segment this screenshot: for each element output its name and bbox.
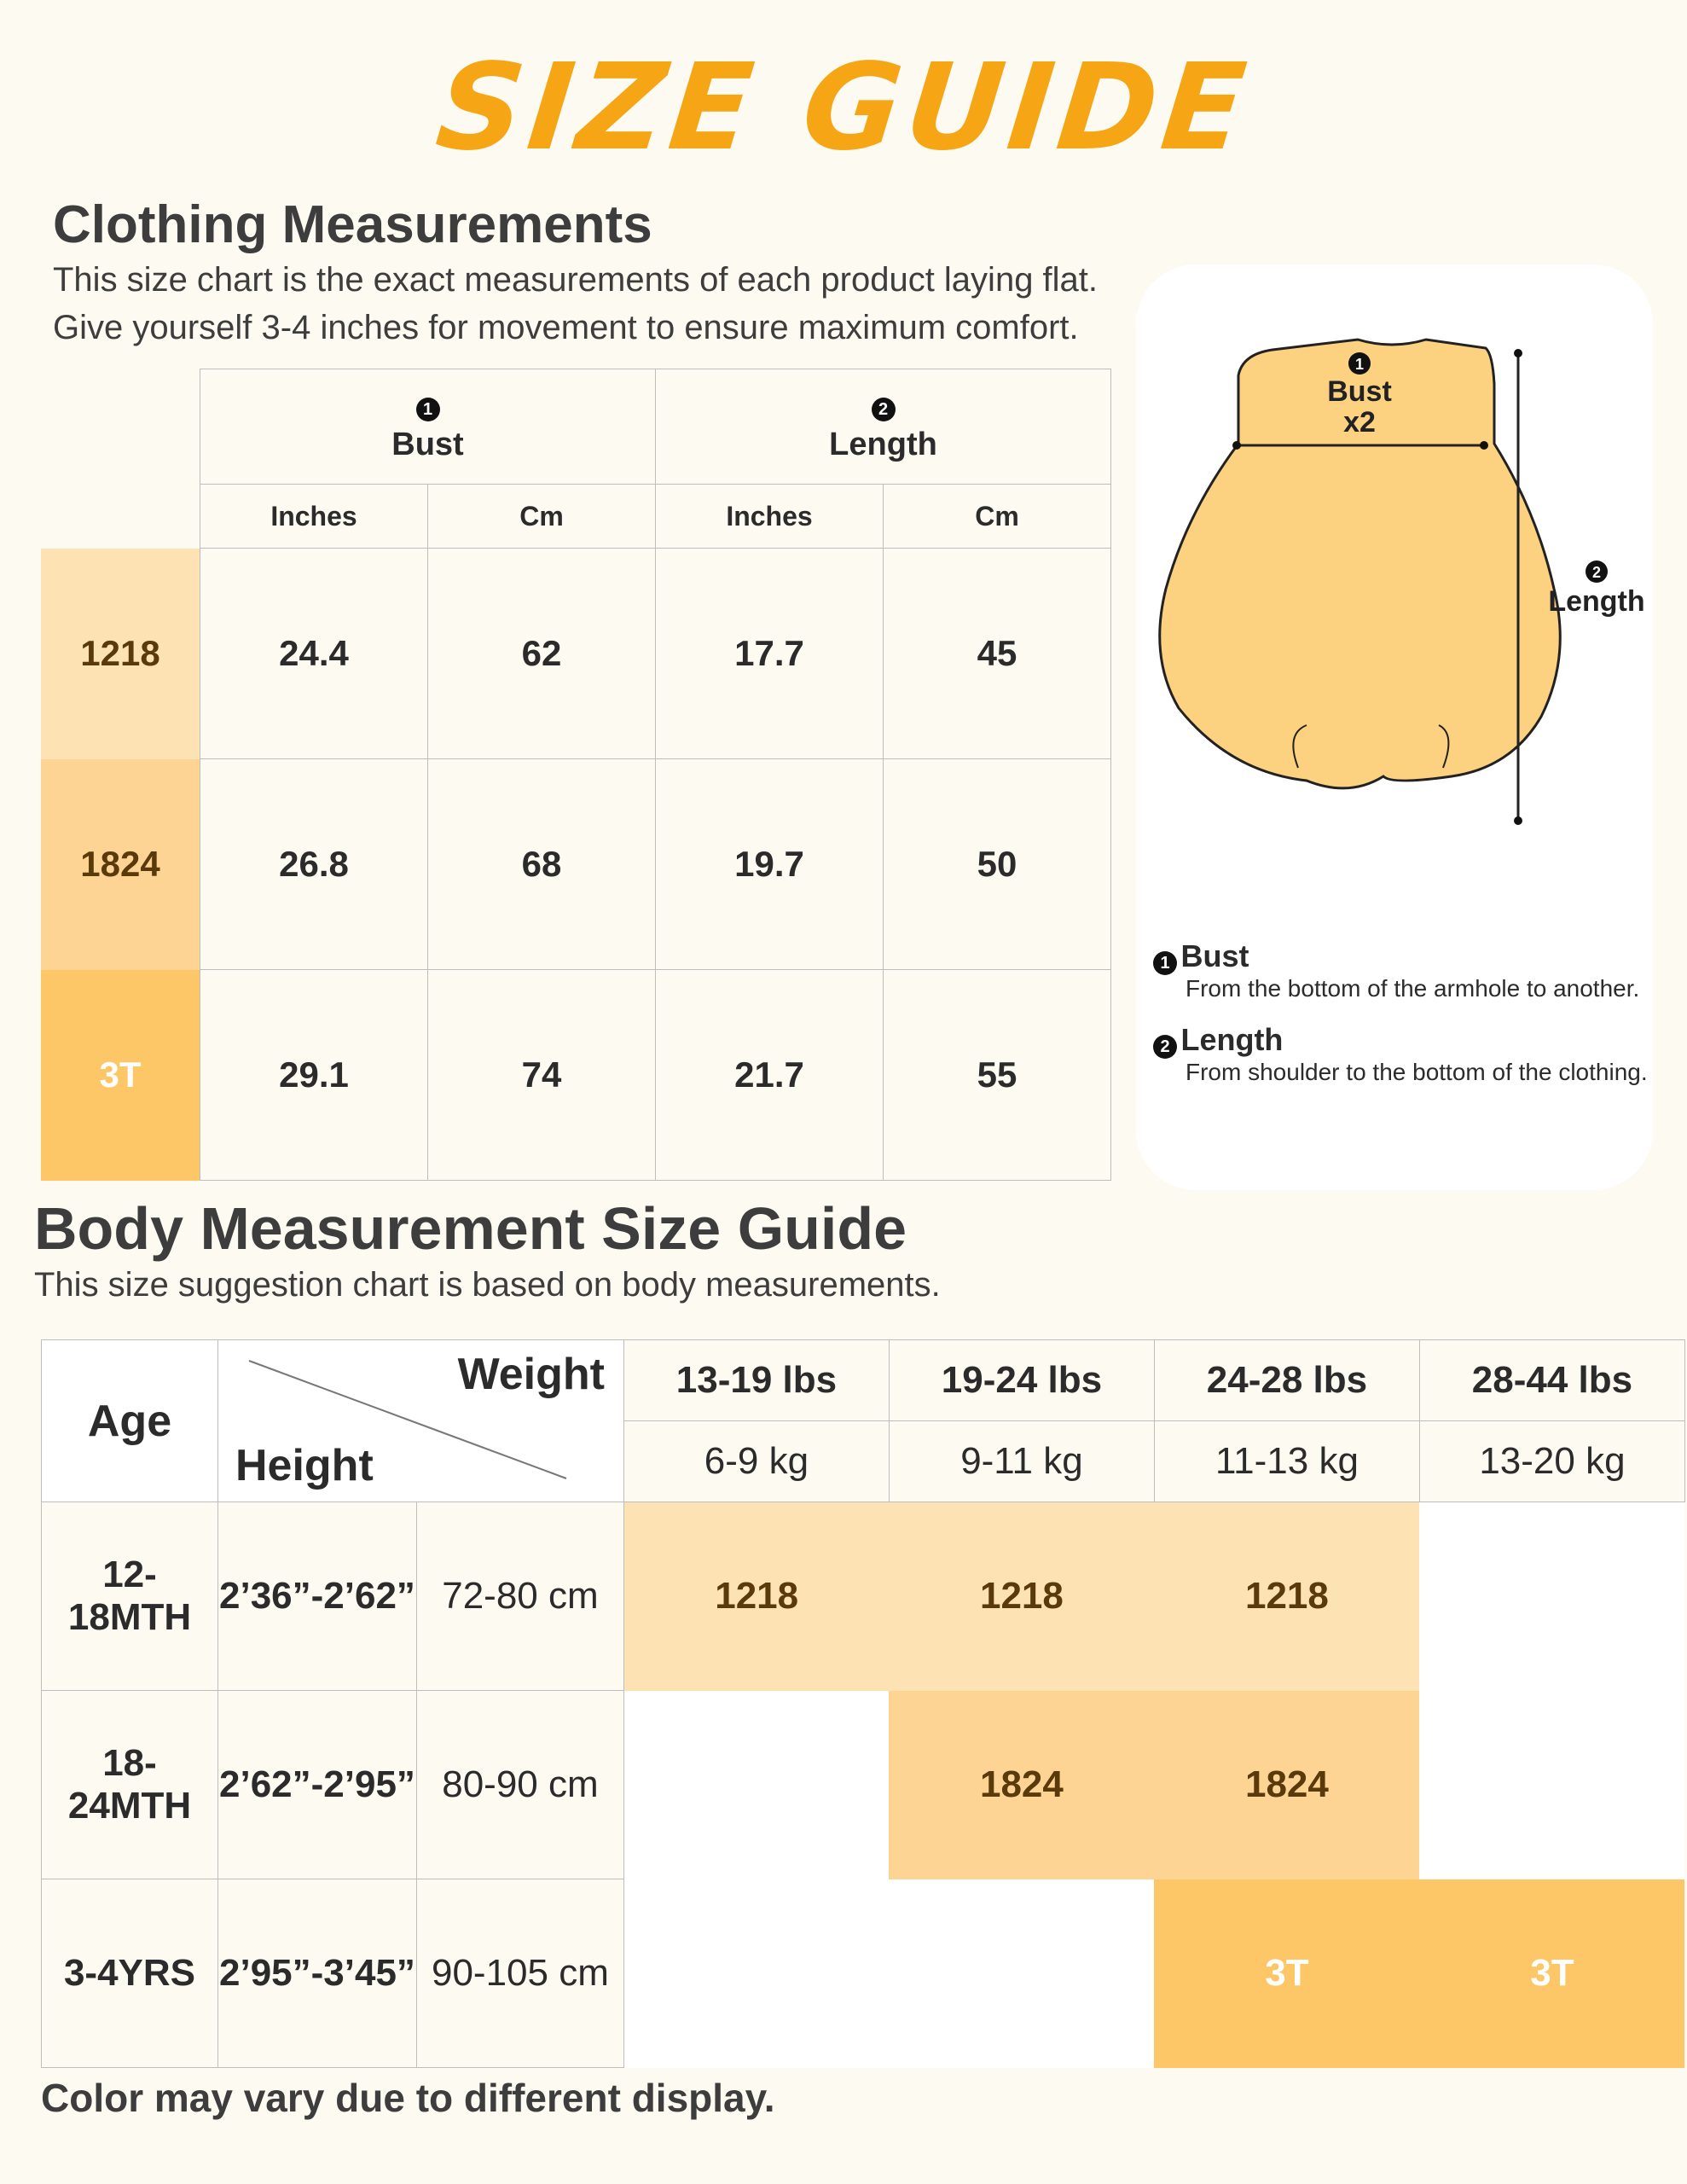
height-ft: 2’62”-2’95” (217, 1690, 417, 1879)
diagonal-divider (248, 1360, 567, 1479)
size-cell (889, 1879, 1155, 2068)
number-1-icon: 1 (415, 397, 440, 421)
size-cell: 3T (1154, 1879, 1420, 2068)
age-value: 12-18MTH (41, 1502, 218, 1691)
weight-lbs-header: 24-28 lbs (1153, 1339, 1420, 1421)
bust-cm: 74 (427, 969, 656, 1181)
garment-seam (1438, 724, 1450, 769)
size-cell: 1218 (1154, 1502, 1420, 1691)
size-cell: 1218 (623, 1502, 890, 1691)
number-1-icon (1348, 352, 1371, 375)
number-1-icon: 1 (1153, 950, 1177, 975)
clothing-description-1: This size chart is the exact measurement… (53, 261, 1099, 299)
height-label: Height (235, 1441, 374, 1490)
age-value: 18-24MTH (41, 1690, 218, 1879)
size-cell: 1824 (889, 1690, 1155, 1879)
bust-cm: 62 (427, 548, 656, 759)
bust-cm: 68 (427, 758, 656, 970)
clothing-description-2: Give yourself 3-4 inches for movement to… (53, 309, 1079, 346)
unit-header: Inches (200, 484, 428, 549)
legend-length-title: Length (1180, 1022, 1284, 1057)
length-inches: 19.7 (655, 758, 884, 970)
age-value: 3-4YRS (41, 1879, 218, 2068)
sleep-sack-diagram: 1 Bust x2 2 Length (1158, 338, 1645, 825)
size-label: 3T (41, 969, 200, 1181)
length-column-header: 2 Length (655, 369, 1111, 485)
height-cm: 80-90 cm (415, 1690, 624, 1879)
body-description: This size suggestion chart is based on b… (34, 1266, 941, 1304)
unit-header: Inches (655, 484, 884, 549)
clothing-measurements-table: 1 Bust 2 Length Inches Cm Inches Cm 1218… (41, 369, 1111, 1181)
clothing-heading: Clothing Measurements (53, 195, 652, 254)
page-title: SIZE GUIDE (430, 38, 1257, 177)
unit-header: Cm (883, 484, 1111, 549)
size-cell: 3T (1419, 1879, 1685, 2068)
weight-kg-header: 11-13 kg (1153, 1420, 1420, 1502)
age-header: Age (41, 1339, 218, 1502)
height-cm: 72-80 cm (415, 1502, 624, 1691)
body-heading: Body Measurement Size Guide (34, 1195, 907, 1262)
weight-kg-header: 9-11 kg (888, 1420, 1155, 1502)
bust-column-header: 1 Bust (200, 369, 656, 485)
table-row: 1218 24.4 62 17.7 45 (41, 548, 1111, 759)
legend-length: 2 Length From shoulder to the bottom of … (1153, 1022, 1648, 1086)
weight-label: Weight (457, 1350, 605, 1399)
table-row: 18-24MTH 2’62”-2’95” 80-90 cm 1824 1824 (41, 1690, 1685, 1879)
length-cm: 45 (883, 548, 1111, 759)
legend-bust-desc: From the bottom of the armhole to anothe… (1186, 974, 1640, 1002)
garment-shape (1158, 338, 1562, 790)
legend-bust-title: Bust (1180, 938, 1249, 973)
length-cm: 55 (883, 969, 1111, 1181)
height-cm: 90-105 cm (415, 1879, 624, 2068)
weight-lbs-header: 13-19 lbs (623, 1339, 890, 1421)
size-cell (623, 1879, 890, 2068)
table-row: 12-18MTH 2’36”-2’62” 72-80 cm 1218 1218 … (41, 1502, 1685, 1691)
weight-kg-header: 6-9 kg (623, 1420, 890, 1502)
weight-kg-header: 13-20 kg (1418, 1420, 1685, 1502)
svg-text:1: 1 (1355, 356, 1364, 373)
weight-lbs-header: 19-24 lbs (888, 1339, 1155, 1421)
size-cell (623, 1690, 890, 1879)
length-inches: 17.7 (655, 548, 884, 759)
size-cell (1419, 1690, 1685, 1879)
height-ft: 2’36”-2’62” (217, 1502, 417, 1691)
length-label: Length (1548, 585, 1644, 618)
number-2-icon: 2 (871, 397, 896, 421)
footer-note: Color may vary due to different display. (41, 2076, 775, 2120)
size-label: 1218 (41, 548, 200, 759)
height-ft: 2’95”-3’45” (217, 1879, 417, 2068)
svg-text:2: 2 (1592, 564, 1601, 581)
legend-length-desc: From shoulder to the bottom of the cloth… (1186, 1058, 1648, 1085)
weight-lbs-header: 28-44 lbs (1418, 1339, 1685, 1421)
body-measurement-table: Age Weight Height 13-19 lbs 19-24 lbs 24… (41, 1339, 1685, 2068)
bust-inches: 24.4 (200, 548, 428, 759)
number-2-icon: 2 (1153, 1034, 1177, 1059)
garment-diagram-panel: 1 Bust x2 2 Length 1 Bust From the botto… (1136, 264, 1653, 1190)
length-cm: 50 (883, 758, 1111, 970)
weight-height-header: Weight Height (217, 1339, 624, 1502)
bust-label: Bust (1327, 375, 1392, 408)
size-cell: 1824 (1154, 1690, 1420, 1879)
table-row: 3T 29.1 74 21.7 55 (41, 969, 1111, 1181)
bust-inches: 26.8 (200, 758, 428, 970)
size-cell: 1218 (889, 1502, 1155, 1691)
table-row: 3-4YRS 2’95”-3’45” 90-105 cm 3T 3T (41, 1879, 1685, 2068)
bust-inches: 29.1 (200, 969, 428, 1181)
bust-x2-label: x2 (1343, 406, 1376, 439)
size-label: 1824 (41, 758, 200, 970)
legend-bust: 1 Bust From the bottom of the armhole to… (1153, 938, 1639, 1002)
number-2-icon (1586, 561, 1608, 583)
table-row: 1824 26.8 68 19.7 50 (41, 758, 1111, 970)
garment-seam (1292, 724, 1307, 769)
unit-header: Cm (427, 484, 656, 549)
size-cell (1419, 1502, 1685, 1691)
length-inches: 21.7 (655, 969, 884, 1181)
